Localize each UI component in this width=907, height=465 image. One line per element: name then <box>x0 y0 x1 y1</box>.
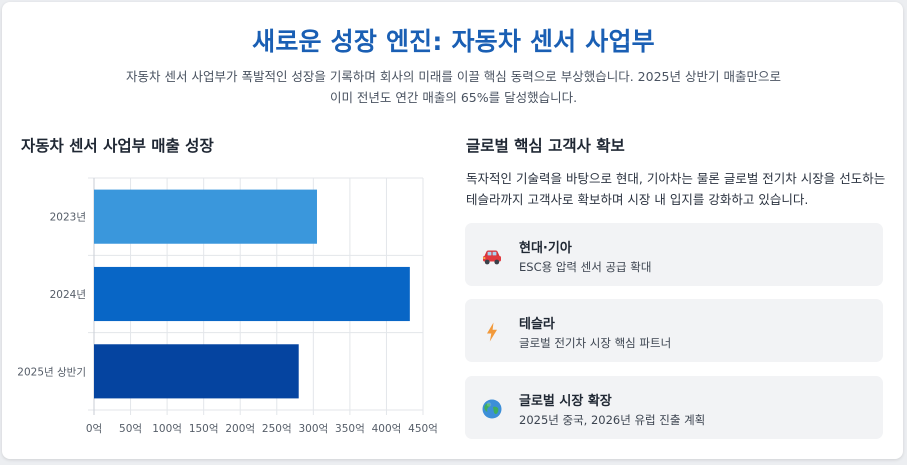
bar <box>94 344 299 399</box>
customer-name: 테슬라 <box>519 317 555 332</box>
customers-description: 독자적인 기술력을 바탕으로 현대, 기아차는 물론 글로벌 전기차 시장을 선… <box>466 171 886 207</box>
customer-name: 글로벌 시장 확장 <box>519 394 612 409</box>
customer-detail: 2025년 중국, 2026년 유럽 진출 계획 <box>519 413 706 427</box>
x-tick-label: 150억 <box>189 423 219 435</box>
lightning-icon <box>481 321 503 343</box>
bar <box>94 189 317 244</box>
y-tick-label: 2024년 <box>50 289 86 301</box>
customers-section-title: 글로벌 핵심 고객사 확보 <box>466 137 625 155</box>
x-tick-label: 200억 <box>225 423 255 435</box>
x-tick-label: 350억 <box>335 423 365 435</box>
x-tick-label: 50억 <box>119 423 142 435</box>
customer-card-global: 글로벌 시장 확장 2025년 중국, 2026년 유럽 진출 계획 <box>465 376 883 439</box>
x-tick-label: 100억 <box>152 423 182 435</box>
customer-card-hyundai-kia: 현대·기아 ESC용 압력 센서 공급 확대 <box>465 223 883 286</box>
customer-detail: ESC용 압력 센서 공급 확대 <box>519 260 652 274</box>
customer-detail: 글로벌 전기차 시장 핵심 파트너 <box>519 336 672 350</box>
car-icon <box>481 245 503 267</box>
chart-section-title: 자동차 센서 사업부 매출 성장 <box>21 137 214 155</box>
bar <box>94 266 410 322</box>
customer-card-tesla: 테슬라 글로벌 전기차 시장 핵심 파트너 <box>465 299 883 362</box>
customer-name: 현대·기아 <box>519 241 572 256</box>
x-tick-label: 0억 <box>86 423 102 435</box>
x-tick-label: 300억 <box>298 423 328 435</box>
page-subtitle: 자동차 센서 사업부가 폭발적인 성장을 기록하며 회사의 미래를 이끌 핵심 … <box>126 69 781 105</box>
x-tick-label: 400억 <box>372 423 402 435</box>
y-tick-label: 2025년 상반기 <box>17 366 86 378</box>
page-title: 새로운 성장 엔진: 자동차 센서 사업부 <box>252 27 655 56</box>
y-tick-label: 2023년 <box>50 212 86 224</box>
x-tick-label: 450억 <box>408 423 438 435</box>
x-tick-label: 250억 <box>262 423 292 435</box>
globe-icon <box>481 398 503 420</box>
revenue-bar-chart: 0억 50억 100억 150억 200억 250억 300억 350억 400억 450억 202… <box>17 177 438 435</box>
